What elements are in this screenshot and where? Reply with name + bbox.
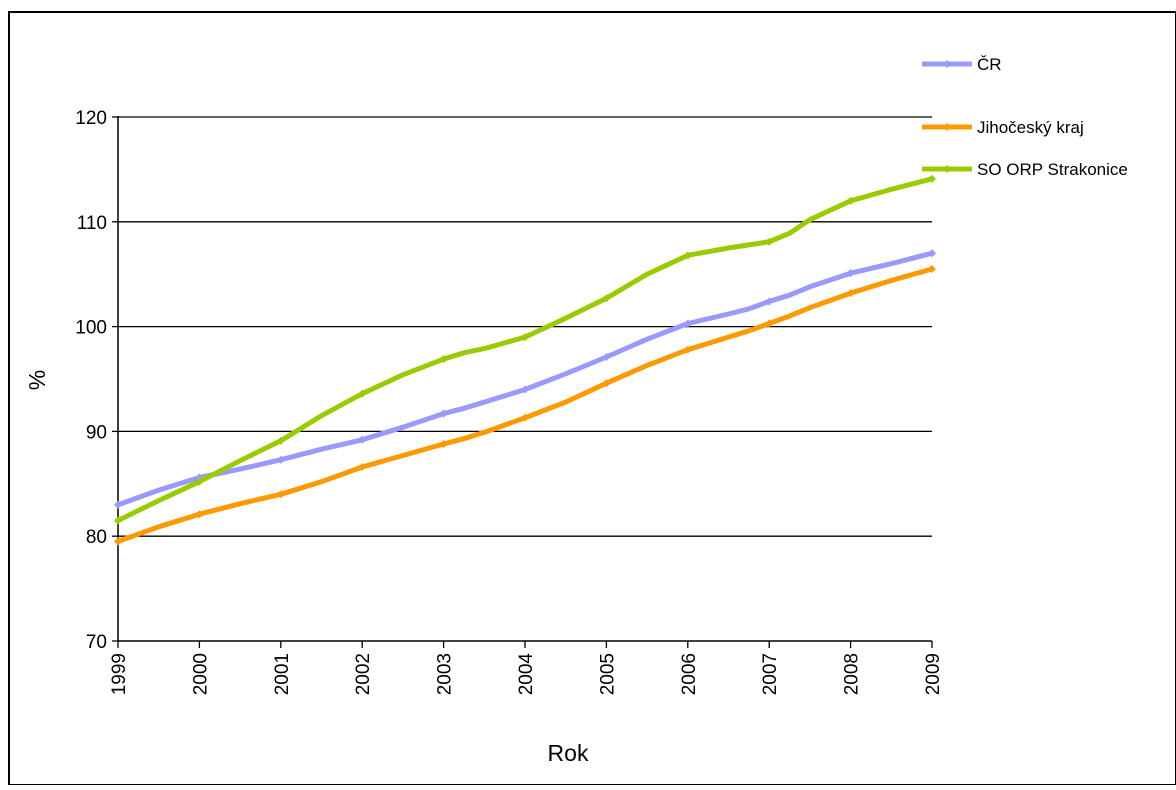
x-axis-title: Rok	[548, 740, 589, 766]
series-lines	[114, 174, 936, 546]
data-point	[602, 379, 611, 388]
data-point	[928, 174, 936, 183]
data-point	[928, 249, 936, 258]
data-point	[846, 269, 855, 278]
y-axis-title: %	[24, 370, 50, 390]
data-point	[521, 413, 529, 422]
data-point	[195, 510, 204, 519]
legend-marker	[943, 165, 951, 173]
x-tick-label: 2002	[353, 653, 374, 695]
legend-label: SO ORP Strakonice	[977, 160, 1128, 179]
data-point	[521, 333, 529, 342]
legend-label: Jihočeský kraj	[977, 118, 1084, 137]
data-point	[928, 264, 936, 273]
tick-labels: 70 80 90 100 110 120 1999 2000 2001 2002 2003 2004 2…	[75, 108, 944, 695]
y-tick-label: 90	[86, 422, 107, 443]
data-point	[439, 439, 448, 448]
y-tick-label: 120	[75, 108, 107, 129]
data-point	[276, 436, 285, 445]
x-tick-label: 2009	[923, 653, 944, 695]
data-point	[114, 500, 122, 509]
axes	[112, 116, 933, 648]
x-tick-label: 2004	[516, 653, 537, 696]
data-point	[439, 355, 448, 364]
data-point	[846, 196, 855, 205]
data-point	[602, 352, 611, 361]
data-point	[765, 237, 774, 246]
data-point	[683, 319, 692, 328]
legend: ČR Jihočeský kraj SO ORP Strakonice	[922, 55, 1128, 179]
data-point	[521, 385, 529, 394]
data-point	[602, 294, 611, 303]
data-point	[276, 490, 285, 499]
y-tick-label: 70	[86, 632, 107, 653]
data-point	[683, 345, 692, 354]
y-tick-label: 100	[75, 318, 107, 339]
x-tick-label: 2001	[272, 653, 293, 695]
data-point	[765, 297, 774, 306]
chart-frame	[8, 11, 1176, 786]
data-point	[358, 389, 367, 398]
data-point	[439, 409, 448, 418]
series-line-1	[115, 250, 935, 508]
x-tick-label: 2007	[760, 653, 781, 695]
data-point	[846, 289, 855, 298]
data-point	[195, 477, 204, 486]
data-point	[765, 319, 774, 328]
gridlines	[118, 116, 932, 537]
legend-label: ČR	[977, 55, 1002, 74]
x-tick-label: 2005	[597, 653, 618, 695]
x-tick-label: 2008	[842, 653, 863, 695]
legend-marker	[943, 60, 951, 68]
x-tick-label: 2006	[679, 653, 700, 695]
data-point	[114, 516, 122, 525]
data-point	[683, 251, 692, 260]
series-line-2	[115, 266, 935, 544]
data-point	[358, 435, 367, 444]
data-point	[276, 455, 285, 464]
series-line-3	[115, 176, 935, 523]
x-tick-label: 1999	[109, 653, 130, 695]
y-tick-label: 110	[77, 213, 107, 234]
x-tick-label: 2000	[190, 653, 211, 695]
data-point	[358, 463, 367, 472]
y-tick-label: 80	[86, 527, 107, 548]
data-point	[114, 537, 122, 546]
legend-marker	[943, 123, 951, 131]
x-tick-label: 2003	[435, 653, 456, 695]
